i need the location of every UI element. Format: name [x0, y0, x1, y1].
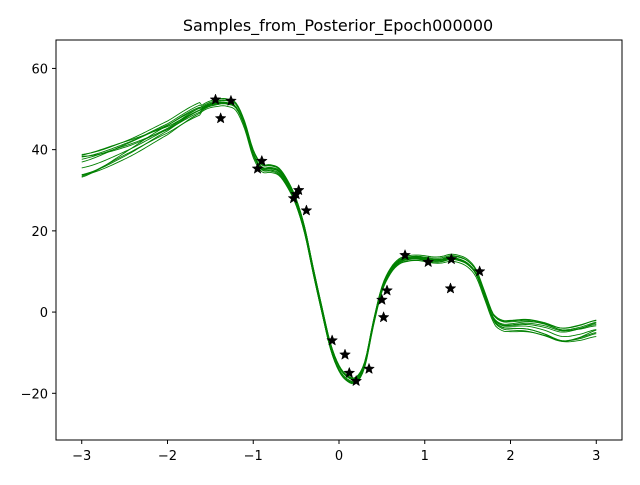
- y-tick-label: −20: [21, 387, 48, 402]
- sample-lines: [81, 97, 597, 385]
- observation-star: [445, 252, 458, 265]
- sample-line: [81, 101, 597, 380]
- observation-star: [300, 204, 313, 216]
- x-tick-label: 0: [335, 449, 343, 464]
- x-tick-label: 3: [592, 449, 600, 464]
- observation-star: [251, 162, 264, 174]
- y-tick-label: 60: [31, 62, 48, 77]
- sample-line: [81, 102, 597, 379]
- x-tick-label: 2: [506, 449, 514, 464]
- observation-star: [422, 255, 435, 268]
- observation-star: [255, 154, 268, 167]
- y-tick-label: 0: [40, 306, 48, 321]
- sample-line: [81, 102, 597, 384]
- plot-frame: [55, 39, 623, 441]
- observation-star: [399, 248, 412, 261]
- observation-star: [292, 183, 305, 196]
- x-tick-label: −1: [244, 449, 263, 464]
- x-tick-label: 1: [421, 449, 429, 464]
- observation-markers: [209, 93, 486, 387]
- x-tick-label: −2: [158, 449, 177, 464]
- sample-line: [81, 101, 597, 383]
- observation-star: [377, 311, 390, 323]
- axes: −3 −2 −1 0 1 2 3 −20 0 20 40 60: [21, 39, 623, 464]
- observation-star: [339, 348, 351, 360]
- sample-line: [81, 103, 597, 385]
- y-tick-label: 20: [31, 225, 48, 240]
- sample-line: [81, 97, 597, 379]
- observation-star: [363, 362, 375, 375]
- chart-title: Samples_from_Posterior_Epoch000000: [183, 16, 493, 36]
- sample-line: [81, 99, 597, 381]
- x-tick-label: −3: [72, 449, 91, 464]
- observation-star: [224, 94, 237, 107]
- observation-star: [473, 265, 486, 277]
- sample-line: [81, 105, 597, 383]
- observation-star: [343, 366, 356, 379]
- sample-line: [81, 102, 597, 380]
- observation-star: [444, 282, 457, 294]
- sample-line: [81, 101, 597, 382]
- observation-star: [381, 284, 394, 296]
- observation-star: [350, 374, 363, 387]
- observation-star: [209, 93, 222, 105]
- sample-line: [81, 99, 597, 380]
- observation-star: [214, 112, 227, 124]
- observation-star: [326, 334, 339, 346]
- observation-star: [375, 293, 388, 305]
- y-tick-label: 40: [31, 144, 48, 159]
